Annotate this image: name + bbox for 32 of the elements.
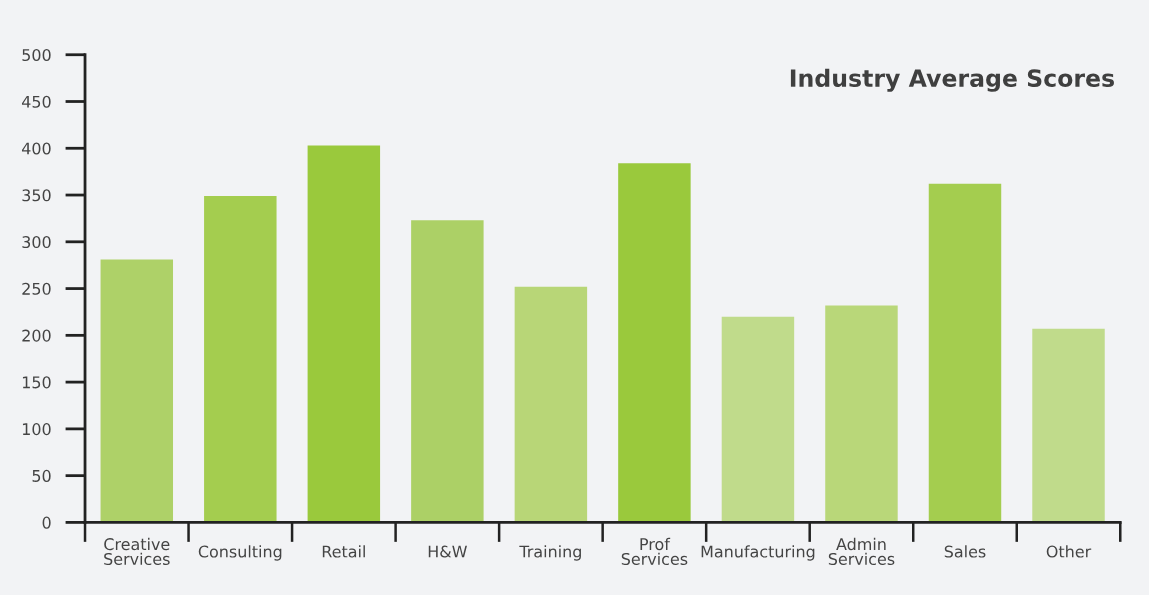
bar	[618, 163, 691, 523]
bar	[514, 286, 588, 523]
x-tick-label: Sales	[944, 545, 986, 558]
y-tick-label: 400	[21, 142, 51, 155]
y-tick-label: 450	[21, 95, 51, 108]
y-tick-label: 200	[22, 329, 51, 342]
y-tick-label: 100	[22, 423, 51, 436]
y-tick-label: 50	[32, 469, 51, 482]
x-tick-label: Manufacturing	[701, 545, 815, 561]
bar	[411, 220, 484, 523]
bar	[928, 183, 1002, 523]
bar	[1032, 328, 1105, 523]
x-tick-label: H&W	[428, 545, 467, 558]
x-tick-label: Admin Services	[828, 537, 895, 566]
y-tick-label: 150	[22, 376, 51, 389]
bar	[307, 145, 381, 523]
text: Industry Average Scores	[790, 68, 1114, 92]
bar	[721, 316, 795, 523]
x-tick-label: Training	[519, 545, 581, 561]
y-tick-label: 500	[22, 48, 51, 62]
x-tick-label: Creative Services	[104, 537, 170, 566]
bar	[825, 305, 898, 523]
x-tick-label: Other	[1046, 545, 1092, 558]
y-tick-label: 300	[22, 236, 51, 249]
y-tick-label: 0	[42, 516, 51, 529]
bar	[204, 195, 277, 523]
x-tick-label: Retail	[322, 545, 365, 558]
y-tick-label: 350	[22, 189, 51, 202]
x-tick-label: Prof Services	[621, 537, 688, 566]
bar	[100, 259, 174, 523]
x-tick-label: Consulting	[198, 545, 282, 561]
y-tick-label: 250	[22, 282, 51, 295]
